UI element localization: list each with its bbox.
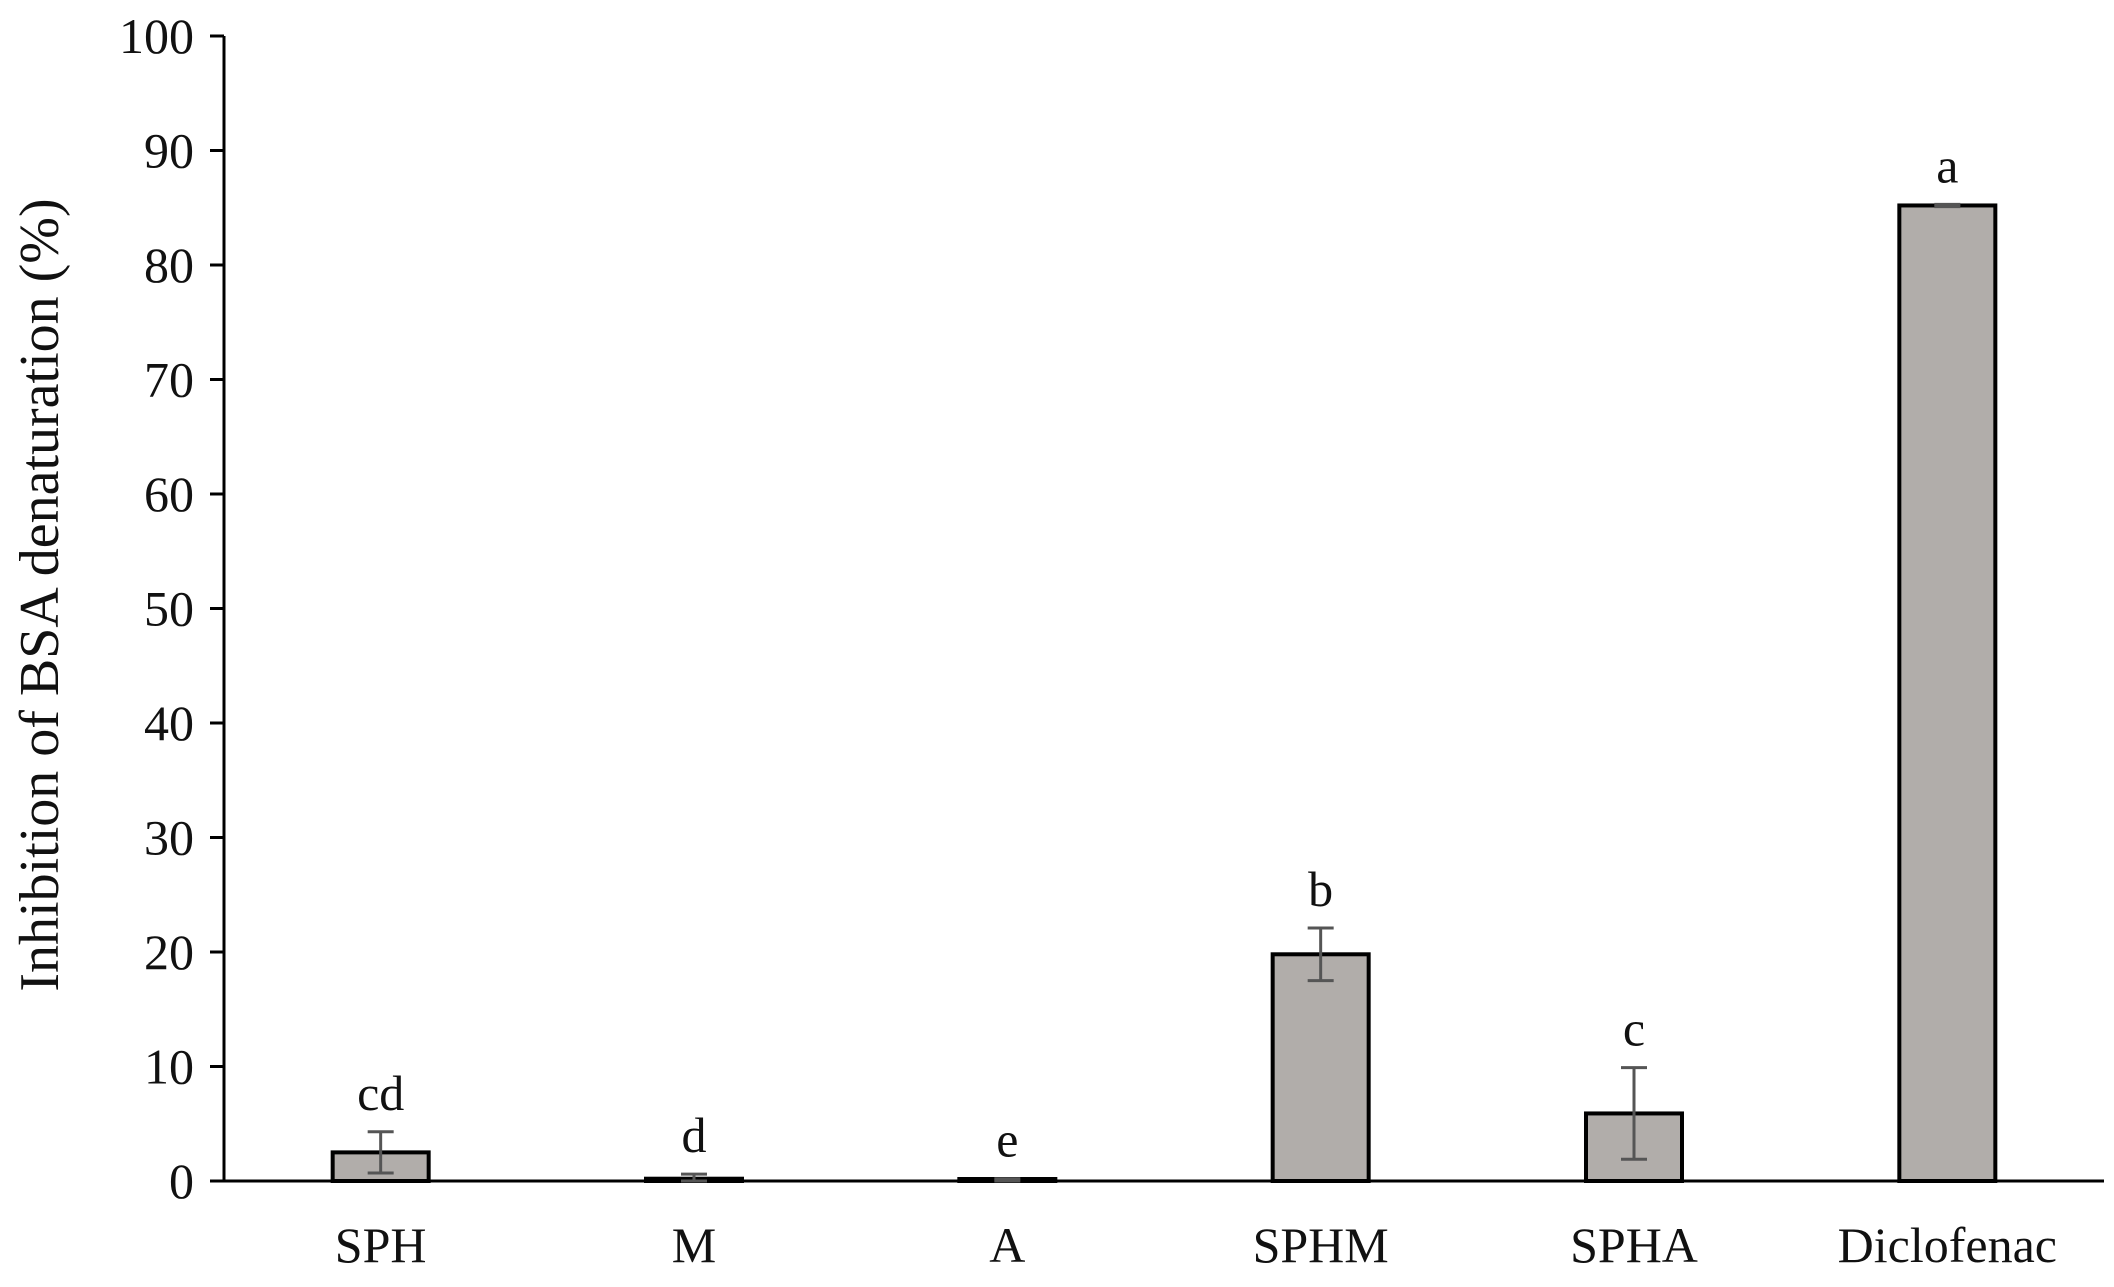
y-tick-label: 60 — [144, 466, 194, 522]
y-tick-label: 20 — [144, 924, 194, 980]
axes — [222, 36, 2104, 1183]
significance-label: b — [1308, 861, 1333, 917]
significance-label: c — [1623, 1001, 1645, 1057]
x-tick-label: SPH — [335, 1217, 427, 1273]
bar — [1897, 203, 1998, 1183]
y-tick-label: 30 — [144, 810, 194, 866]
significance-label: a — [1936, 137, 1958, 193]
y-tick-label: 40 — [144, 695, 194, 751]
x-tick-label: Diclofenac — [1838, 1217, 2057, 1273]
error-bars — [367, 202, 1961, 1183]
significance-label: d — [682, 1107, 707, 1163]
bar — [1270, 952, 1371, 1183]
y-ticks: 0 10 20 30 40 50 60 70 80 90 100 — [119, 8, 224, 1209]
significance-labels: cd d e b c a — [357, 137, 1958, 1167]
y-tick-label: 10 — [144, 1039, 194, 1095]
y-tick-label: 80 — [144, 237, 194, 293]
x-tick-label: SPHM — [1253, 1217, 1389, 1273]
x-tick-label: A — [989, 1217, 1025, 1273]
y-tick-label: 90 — [144, 123, 194, 179]
y-axis-title: Inhibition of BSA denaturation (%) — [9, 198, 71, 991]
y-tick-label: 0 — [169, 1153, 194, 1209]
x-tick-label: M — [672, 1217, 716, 1273]
significance-label: cd — [357, 1065, 404, 1121]
bars — [330, 203, 1998, 1183]
category-labels: SPH M A SPHM SPHA Diclofenac — [335, 1217, 2057, 1273]
y-tick-label: 100 — [119, 8, 194, 64]
significance-label: e — [996, 1112, 1018, 1168]
y-tick-label: 70 — [144, 352, 194, 408]
x-tick-label: SPHA — [1570, 1217, 1698, 1273]
y-tick-label: 50 — [144, 581, 194, 637]
